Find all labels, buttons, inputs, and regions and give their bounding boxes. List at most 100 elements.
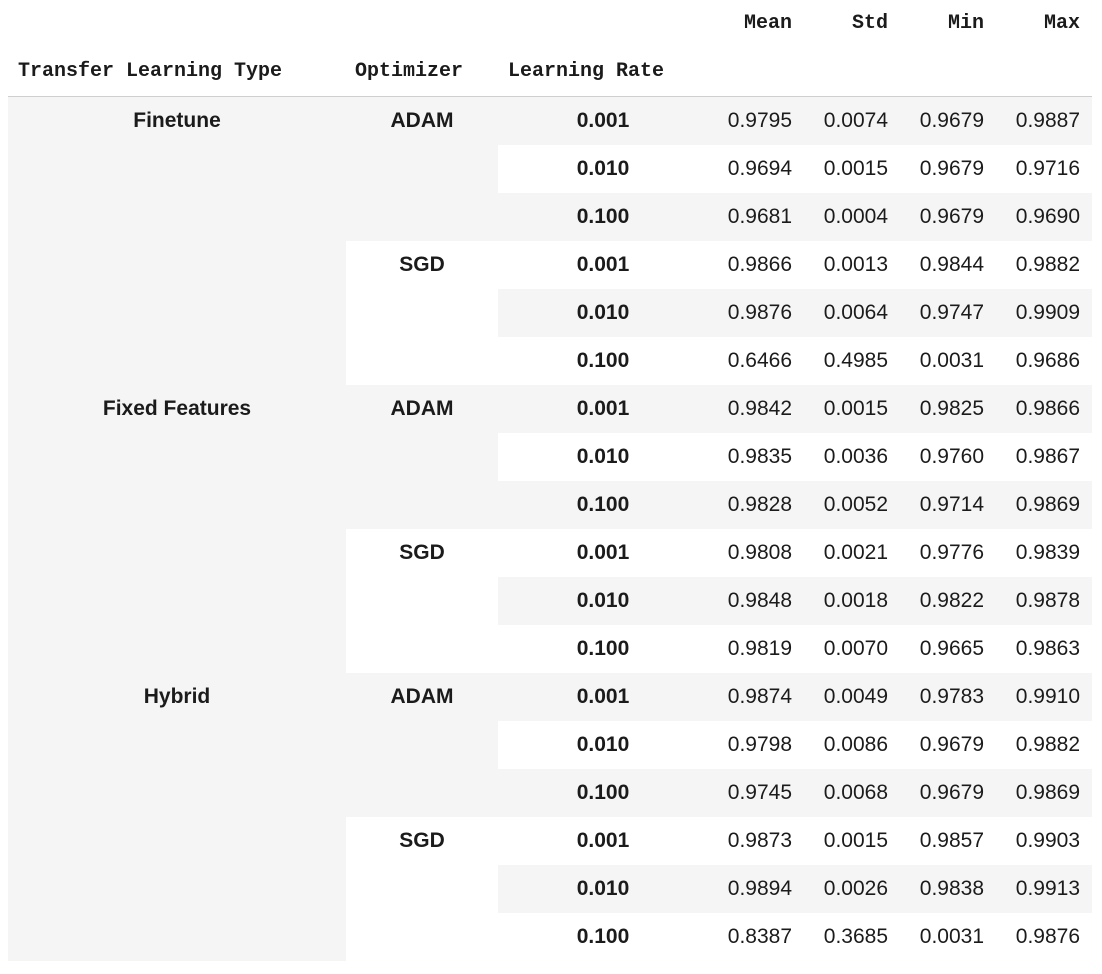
mean-cell: 0.9835	[727, 445, 792, 468]
max-cell: 0.9876	[1015, 925, 1080, 948]
std-cell: 0.4985	[823, 349, 888, 372]
column-header-min: Min	[947, 12, 984, 35]
learning-rate-cell: 0.010	[576, 445, 630, 468]
optimizer-background	[346, 769, 498, 817]
std-cell: 0.0026	[823, 877, 888, 900]
transfer-type-background	[8, 385, 346, 433]
min-cell: 0.9714	[919, 493, 984, 516]
std-cell: 0.0068	[823, 781, 888, 804]
optimizer-background	[346, 193, 498, 241]
optimizer-background	[346, 337, 498, 385]
table-row: 0.100 0.9819 0.0070 0.9665 0.9863	[0, 625, 1102, 673]
mean-cell: 0.9828	[727, 493, 792, 516]
learning-rate-cell: 0.001	[576, 109, 630, 132]
min-cell: 0.9679	[919, 205, 984, 228]
learning-rate-cell: 0.010	[576, 733, 630, 756]
learning-rate-cell: 0.001	[576, 541, 630, 564]
optimizer-cell: SGD	[399, 829, 445, 852]
table-row: 0.100 0.9745 0.0068 0.9679 0.9869	[0, 769, 1102, 817]
optimizer-background	[346, 865, 498, 913]
optimizer-background	[346, 97, 498, 145]
optimizer-background	[346, 817, 498, 865]
row-background	[498, 769, 1092, 817]
optimizer-background	[346, 577, 498, 625]
transfer-type-background	[8, 577, 346, 625]
min-cell: 0.9857	[919, 829, 984, 852]
max-cell: 0.9866	[1015, 397, 1080, 420]
table-row: 0.010 0.9848 0.0018 0.9822 0.9878	[0, 577, 1102, 625]
max-cell: 0.9882	[1015, 253, 1080, 276]
learning-rate-cell: 0.100	[576, 637, 630, 660]
max-cell: 0.9878	[1015, 589, 1080, 612]
table-row: Hybrid ADAM 0.001 0.9874 0.0049 0.9783 0.9910	[0, 673, 1102, 721]
optimizer-cell: ADAM	[390, 685, 454, 708]
table-row: 0.010 0.9694 0.0015 0.9679 0.9716	[0, 145, 1102, 193]
optimizer-background	[346, 673, 498, 721]
transfer-type-background	[8, 673, 346, 721]
min-cell: 0.9679	[919, 157, 984, 180]
max-cell: 0.9686	[1015, 349, 1080, 372]
optimizer-cell: SGD	[399, 253, 445, 276]
index-header-transfer-learning-type: Transfer Learning Type	[18, 60, 283, 83]
table-row: 0.010 0.9876 0.0064 0.9747 0.9909	[0, 289, 1102, 337]
learning-rate-cell: 0.010	[576, 589, 630, 612]
max-cell: 0.9863	[1015, 637, 1080, 660]
std-cell: 0.0015	[823, 397, 888, 420]
row-background	[498, 97, 1092, 145]
optimizer-background	[346, 721, 498, 769]
max-cell: 0.9909	[1015, 301, 1080, 324]
table-row: 0.100 0.9681 0.0004 0.9679 0.9690	[0, 193, 1102, 241]
optimizer-background	[346, 625, 498, 673]
transfer-type-background	[8, 289, 346, 337]
min-cell: 0.9783	[919, 685, 984, 708]
mean-cell: 0.9819	[727, 637, 792, 660]
table-row: 0.010 0.9798 0.0086 0.9679 0.9882	[0, 721, 1102, 769]
transfer-type-background	[8, 817, 346, 865]
min-cell: 0.9825	[919, 397, 984, 420]
learning-rate-cell: 0.100	[576, 205, 630, 228]
learning-rate-cell: 0.010	[576, 157, 630, 180]
row-background	[498, 865, 1092, 913]
index-header-optimizer: Optimizer	[355, 60, 464, 83]
optimizer-background	[346, 289, 498, 337]
learning-rate-cell: 0.100	[576, 781, 630, 804]
optimizer-background	[346, 481, 498, 529]
table-row: Finetune ADAM 0.001 0.9795 0.0074 0.9679 0.988…	[0, 97, 1102, 145]
min-cell: 0.9747	[919, 301, 984, 324]
optimizer-cell: ADAM	[390, 397, 454, 420]
max-cell: 0.9716	[1015, 157, 1080, 180]
mean-cell: 0.9894	[727, 877, 792, 900]
mean-cell: 0.9798	[727, 733, 792, 756]
header-divider	[8, 96, 1092, 97]
column-header-max: Max	[1043, 12, 1080, 35]
mean-cell: 0.9795	[727, 109, 792, 132]
max-cell: 0.9839	[1015, 541, 1080, 564]
std-cell: 0.0086	[823, 733, 888, 756]
mean-cell: 0.9876	[727, 301, 792, 324]
row-background	[498, 385, 1092, 433]
max-cell: 0.9869	[1015, 781, 1080, 804]
transfer-type-background	[8, 433, 346, 481]
min-cell: 0.9776	[919, 541, 984, 564]
row-background	[498, 529, 1092, 577]
transfer-type-background	[8, 193, 346, 241]
std-cell: 0.0049	[823, 685, 888, 708]
column-header-std: Std	[851, 12, 888, 35]
transfer-type-background	[8, 529, 346, 577]
max-cell: 0.9913	[1015, 877, 1080, 900]
max-cell: 0.9869	[1015, 493, 1080, 516]
mean-cell: 0.6466	[727, 349, 792, 372]
transfer-type-background	[8, 865, 346, 913]
min-cell: 0.9679	[919, 781, 984, 804]
transfer-type-background	[8, 913, 346, 961]
std-cell: 0.0015	[823, 829, 888, 852]
index-header-learning-rate: Learning Rate	[508, 60, 665, 83]
std-cell: 0.0074	[823, 109, 888, 132]
min-cell: 0.9665	[919, 637, 984, 660]
std-cell: 0.0013	[823, 253, 888, 276]
std-cell: 0.3685	[823, 925, 888, 948]
optimizer-background	[346, 913, 498, 961]
min-cell: 0.0031	[919, 925, 984, 948]
table-row: 0.010 0.9894 0.0026 0.9838 0.9913	[0, 865, 1102, 913]
